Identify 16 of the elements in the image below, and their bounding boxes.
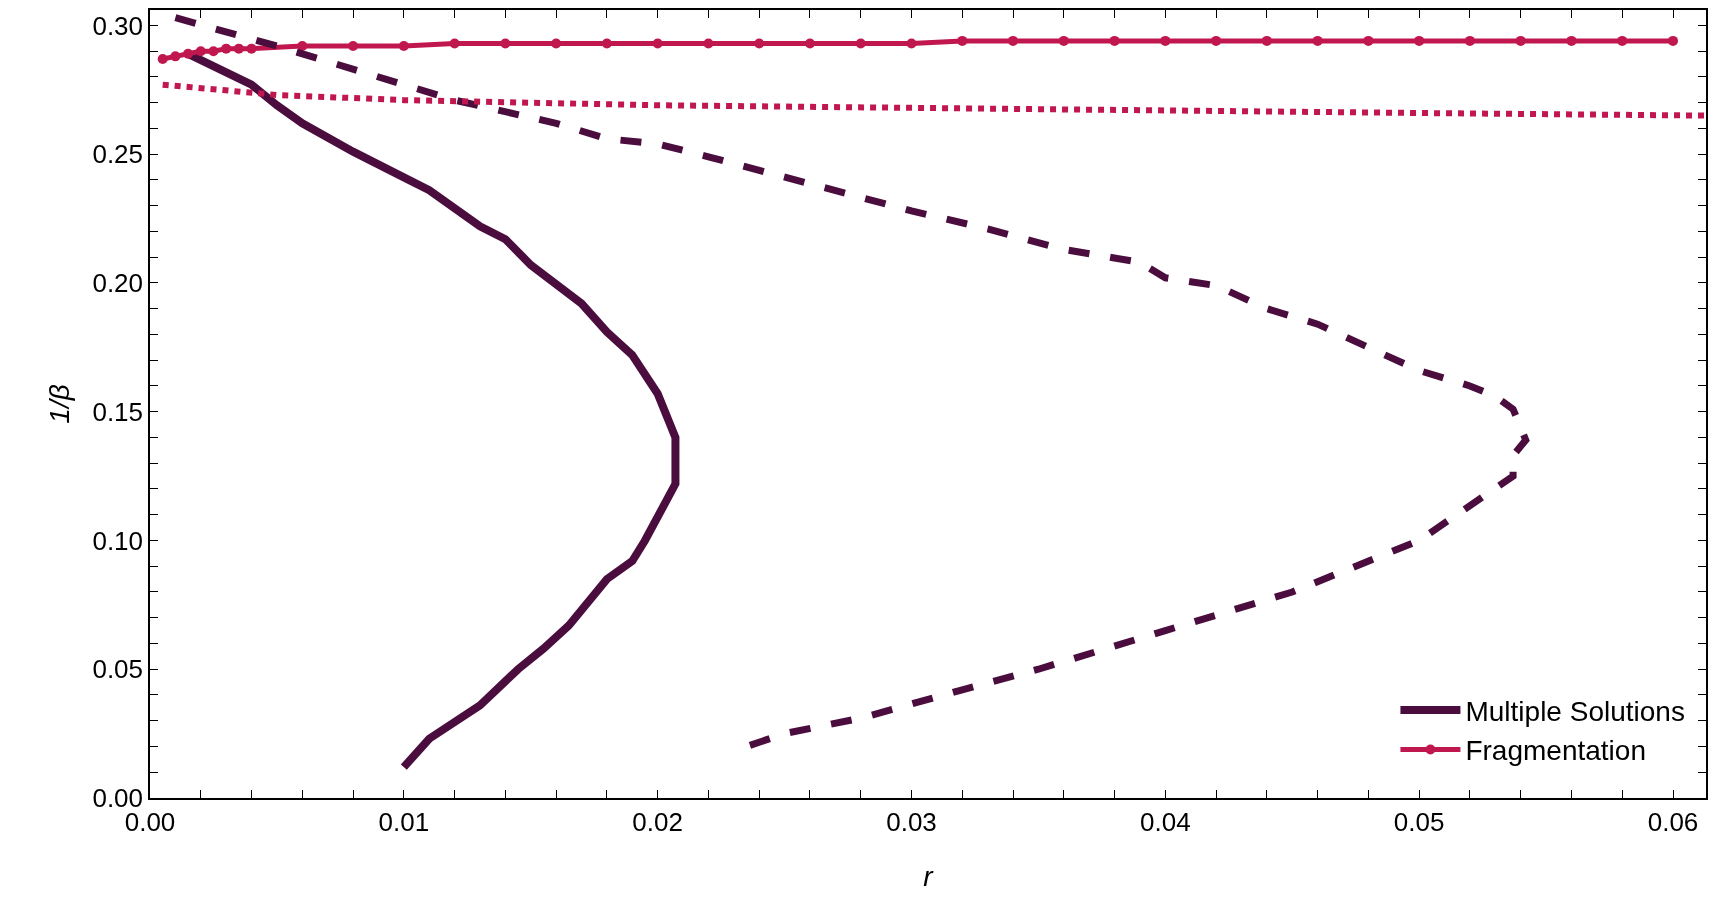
- x-tick-label: 0.04: [1140, 806, 1191, 837]
- x-tick-label: 0.01: [378, 806, 430, 837]
- y-tick-label: 0.25: [92, 139, 144, 170]
- x-tick-label: 0.05: [1393, 806, 1445, 837]
- legend-label: Multiple Solutions: [1465, 695, 1685, 727]
- x-tick-label: 0.03: [886, 806, 937, 837]
- x-tick-label: 0.06: [1647, 806, 1699, 837]
- y-tick-label: 0.20: [92, 268, 144, 299]
- y-tick-label: 0.30: [92, 10, 144, 41]
- y-tick-label: 0.05: [92, 654, 144, 685]
- y-tick-label: 0.15: [92, 396, 144, 427]
- y-axis-title: 1/β: [43, 384, 75, 424]
- x-tick-label: 0.02: [632, 806, 683, 837]
- legend-label: Fragmentation: [1465, 735, 1646, 767]
- y-tick-label: 0.10: [92, 525, 144, 556]
- x-axis-title: r: [923, 860, 935, 892]
